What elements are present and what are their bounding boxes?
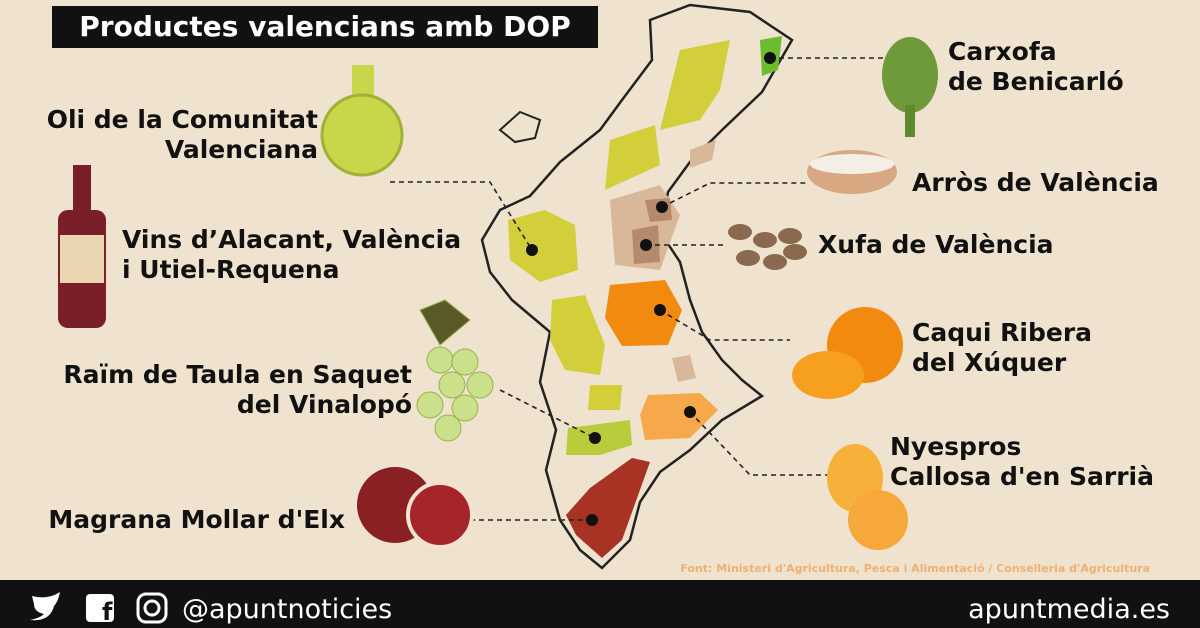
product-label: Magrana Mollar d'Elx <box>48 505 345 534</box>
region-oli <box>605 125 660 190</box>
product-label: Raïm de Taula en Saquet <box>63 360 412 389</box>
product-label: Callosa d'en Sarrià <box>890 462 1154 491</box>
icons <box>58 37 938 550</box>
dot <box>654 304 666 316</box>
region-caqui <box>605 280 682 346</box>
product-label: de Benicarló <box>948 67 1124 96</box>
facebook-glyph: f <box>102 598 113 626</box>
region-oli <box>588 385 622 410</box>
connector <box>661 182 808 208</box>
product-label: Caqui Ribera <box>912 318 1092 347</box>
product-label: Nyespros <box>890 432 1021 461</box>
connector <box>659 309 790 341</box>
icon-pomegranate <box>357 467 474 549</box>
dot <box>764 52 776 64</box>
product-label: Carxofa <box>948 37 1057 66</box>
icon-grapes <box>416 299 494 442</box>
region-vins <box>690 140 716 168</box>
dot <box>656 201 668 213</box>
regions <box>508 36 782 558</box>
dot <box>526 244 538 256</box>
product-label: Arròs de València <box>912 168 1159 197</box>
region-vins <box>672 355 696 382</box>
dot <box>684 406 696 418</box>
dot <box>589 432 601 444</box>
source: Font: Ministeri d'Agricultura, Pesca i A… <box>680 562 1150 575</box>
region-nyespros <box>640 393 718 440</box>
region-oli <box>550 295 605 375</box>
facebook-icon[interactable] <box>86 594 114 622</box>
product-label: Valenciana <box>165 135 318 164</box>
icon-wine <box>58 165 106 328</box>
icon-loquats <box>827 444 908 550</box>
product-label: Oli de la Comunitat <box>47 105 318 134</box>
product-label: i Utiel-Requena <box>122 255 340 284</box>
site-url[interactable]: apuntmedia.es <box>968 594 1170 625</box>
product-label: del Xúquer <box>912 348 1067 377</box>
icon-oil <box>320 65 404 177</box>
product-label: del Vinalopó <box>237 390 412 419</box>
icon-persimmon <box>792 307 903 399</box>
product-label: Vins d’Alacant, València <box>122 225 461 254</box>
instagram-lens <box>143 599 161 617</box>
region-oli <box>508 210 578 282</box>
region-magrana <box>566 458 650 558</box>
twitter-icon[interactable] <box>30 592 60 621</box>
map-enclave <box>498 110 542 144</box>
title-box <box>52 6 598 48</box>
dot <box>586 514 598 526</box>
icon-artichoke <box>882 37 938 137</box>
region-oli <box>660 40 730 130</box>
social-handle[interactable]: @apuntnoticies <box>182 594 392 625</box>
connector <box>390 181 533 251</box>
product-label: Xufa de València <box>818 230 1054 259</box>
connector <box>689 411 830 476</box>
icon-rice <box>807 150 897 194</box>
footer <box>0 580 1200 628</box>
instagram-icon[interactable] <box>136 592 168 624</box>
dot <box>640 239 652 251</box>
icon-tigernuts <box>728 224 807 270</box>
title: Productes valencians amb DOP <box>79 10 570 43</box>
